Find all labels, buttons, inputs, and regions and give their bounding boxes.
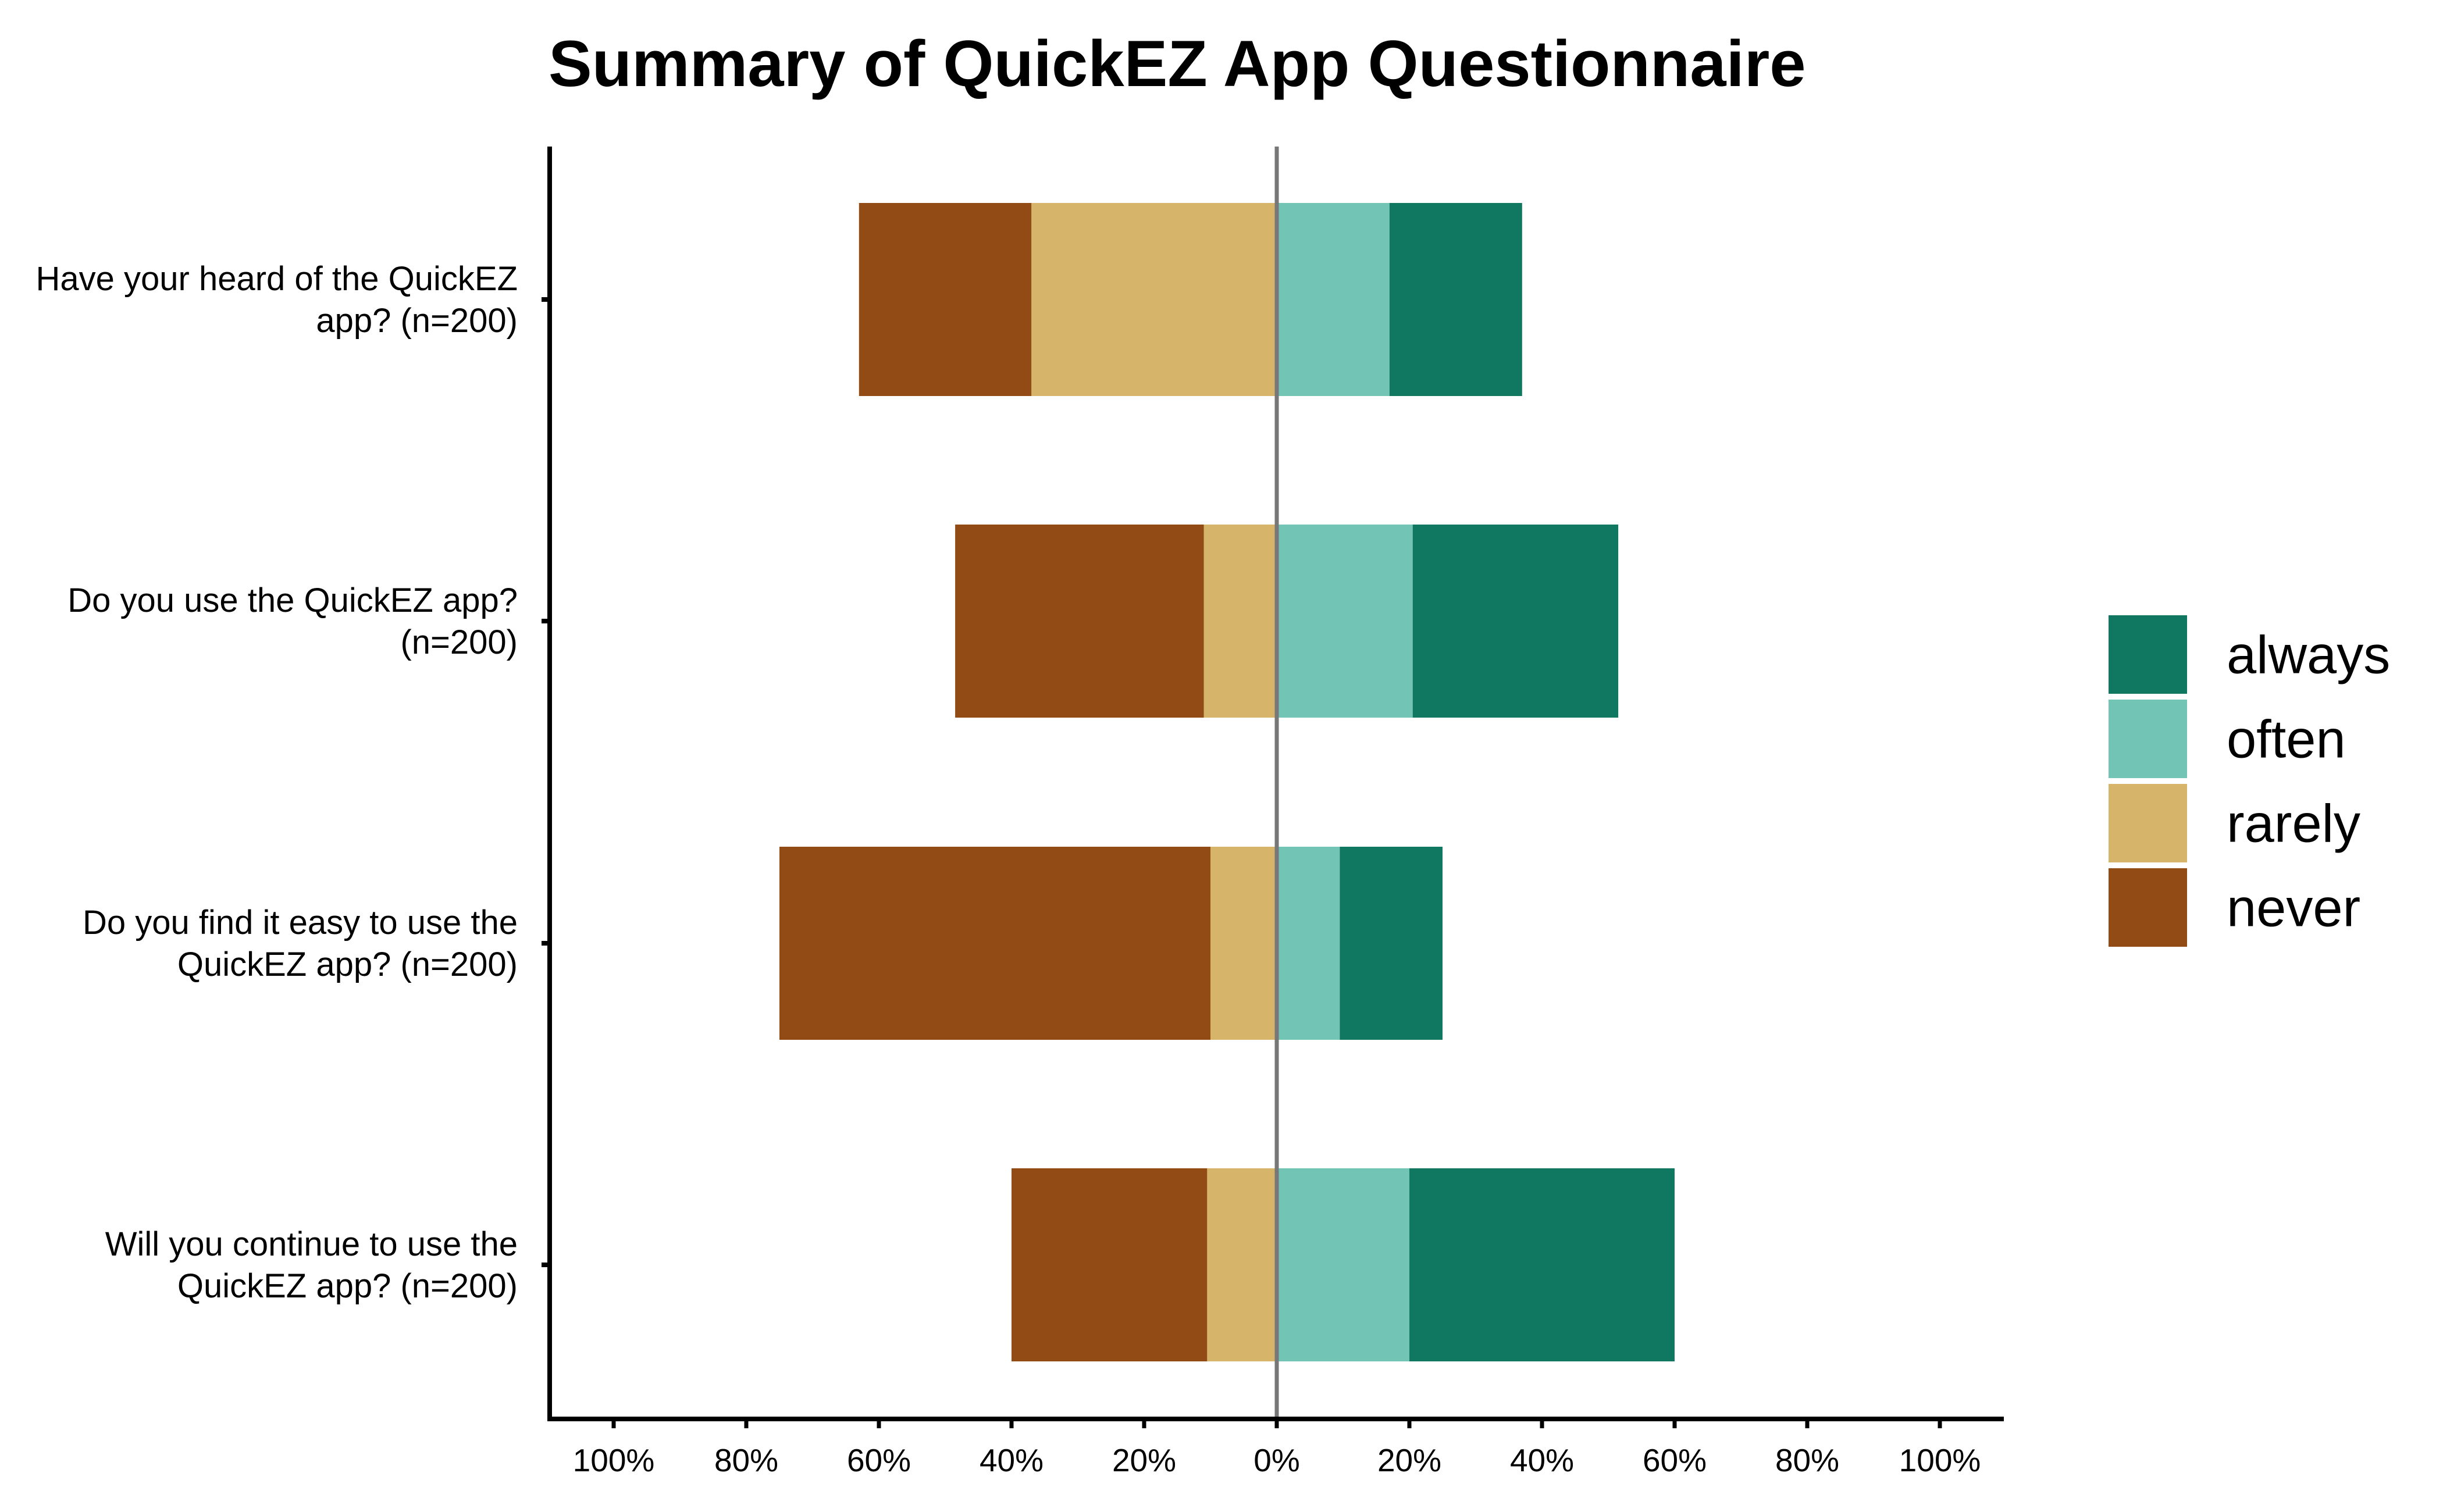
bar-often-2 [1277,847,1340,1040]
bar-rarely-2 [1210,847,1277,1040]
x-tick-label-8: 60% [1643,1442,1707,1478]
y-tick-label-0: Have your heard of the QuickEZ app? (n=20… [35,260,518,340]
bar-rarely-3 [1207,1168,1277,1361]
legend-label-never: never [2227,879,2360,938]
legend-key-never [2109,868,2187,947]
legend-label-always: always [2227,626,2390,685]
x-tick-label-6: 20% [1377,1442,1441,1478]
bar-often-1 [1277,525,1413,718]
x-tick-label-1: 80% [714,1442,778,1478]
x-tick-label-7: 40% [1510,1442,1574,1478]
legend-label-rarely: rarely [2227,794,2360,854]
legend-key-rarely [2109,784,2187,862]
bar-often-0 [1277,203,1390,396]
y-tick-label-3: Will you continue to use the QuickEZ app?… [105,1225,518,1305]
x-tick-label-4: 20% [1112,1442,1176,1478]
bar-always-2 [1340,847,1443,1040]
bar-never-1 [955,525,1204,718]
y-tick-label-2: Do you find it easy to use the QuickEZ ap… [83,904,518,983]
x-tick-label-3: 40% [980,1442,1044,1478]
legend-key-always [2109,615,2187,694]
bars-layer [779,147,1675,1419]
bar-rarely-1 [1203,525,1277,718]
axes-layer: Have your heard of the QuickEZ app? (n=20… [35,147,2004,1478]
bar-often-3 [1277,1168,1409,1361]
x-tick-label-9: 80% [1775,1442,1839,1478]
x-tick-label-2: 60% [847,1442,911,1478]
bar-always-1 [1412,525,1619,718]
bar-always-3 [1409,1168,1675,1361]
x-tick-label-5: 0% [1253,1442,1300,1478]
legend-key-often [2109,700,2187,778]
bar-never-0 [859,203,1032,396]
bar-never-3 [1012,1168,1208,1361]
legend: always often rarely never [2109,615,2390,947]
legend-label-often: often [2227,710,2346,769]
x-tick-label-10: 100% [1899,1442,1981,1478]
bar-rarely-0 [1031,203,1277,396]
bar-always-0 [1389,203,1522,396]
chart-title: Summary of QuickEZ App Questionnaire [549,27,1806,100]
bar-never-2 [779,847,1210,1040]
x-tick-label-0: 100% [573,1442,655,1478]
y-tick-label-1: Do you use the QuickEZ app? (n=200) [67,582,518,661]
